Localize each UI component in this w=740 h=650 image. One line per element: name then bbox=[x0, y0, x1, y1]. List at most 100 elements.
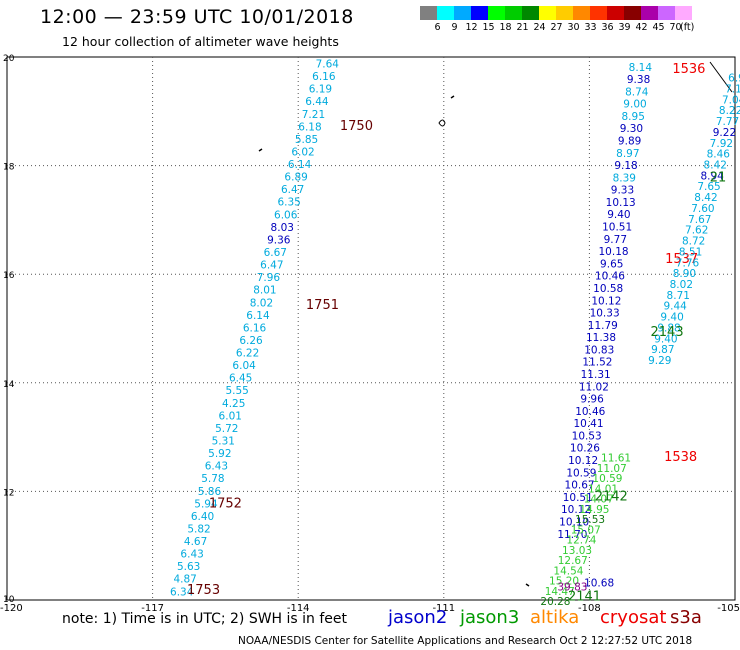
wave-height-label: 8.74 bbox=[625, 86, 649, 98]
satellite-jason2: jason2 bbox=[388, 607, 448, 628]
legend-swatch bbox=[590, 6, 607, 20]
wave-height-label: 20.28 bbox=[540, 596, 570, 608]
legend-label: 42 bbox=[635, 22, 648, 33]
time-label: 1752 bbox=[209, 496, 242, 511]
wave-height-label: 9.30 bbox=[620, 123, 643, 135]
y-tick-label: 20 bbox=[3, 54, 15, 64]
wave-height-label: 11.02 bbox=[579, 381, 609, 393]
satellite-jason3: jason3 bbox=[460, 607, 520, 628]
time-label: 1538 bbox=[664, 450, 697, 465]
wave-height-label: 7.62 bbox=[685, 225, 708, 237]
wave-height-label: 6.67 bbox=[264, 247, 287, 259]
wave-height-label: 5.78 bbox=[201, 473, 224, 485]
island-shape bbox=[258, 148, 263, 152]
wave-height-label: 10.12 bbox=[561, 504, 591, 516]
wave-height-label: 9.96 bbox=[580, 394, 604, 406]
wave-height-label: 14.07 bbox=[584, 494, 614, 506]
wave-height-label: 6.47 bbox=[281, 184, 304, 196]
wave-height-label: 6.18 bbox=[298, 121, 321, 133]
legend-swatch bbox=[454, 6, 471, 20]
wave-height-label: 10.46 bbox=[595, 271, 625, 283]
wave-height-label: 9.77 bbox=[604, 234, 627, 246]
map-frame bbox=[6, 56, 736, 601]
legend-label: 45 bbox=[652, 22, 665, 33]
wave-height-label: 6.91 bbox=[728, 73, 740, 85]
y-tick-label: 18 bbox=[3, 163, 15, 173]
legend-swatch bbox=[607, 6, 624, 20]
time-label: 1750 bbox=[340, 119, 373, 134]
legend-label: 33 bbox=[584, 22, 597, 33]
wave-height-label: 5.92 bbox=[208, 448, 231, 460]
wave-height-label: 8.42 bbox=[694, 192, 717, 204]
wave-height-label: 6.44 bbox=[305, 96, 329, 108]
wave-height-label: 5.63 bbox=[177, 561, 200, 573]
wave-height-label: 4.25 bbox=[222, 398, 245, 410]
legend-swatch bbox=[641, 6, 658, 20]
island-shape bbox=[450, 95, 455, 99]
wave-height-label: 15.07 bbox=[571, 524, 601, 536]
wave-height-label: 5.94 bbox=[194, 498, 218, 510]
legend-label: 24 bbox=[533, 22, 546, 33]
wave-height-label: 7.04 bbox=[722, 94, 740, 106]
wave-height-label: 7.60 bbox=[691, 203, 714, 215]
wave-height-label: 6.22 bbox=[236, 348, 259, 360]
wave-height-label: 10.12 bbox=[591, 295, 621, 307]
legend-label: 9 bbox=[451, 22, 458, 33]
legend-swatch bbox=[522, 6, 539, 20]
wave-height-label: 10.33 bbox=[590, 308, 620, 320]
legend-swatch bbox=[658, 6, 675, 20]
wave-height-label: 8.94 bbox=[700, 170, 724, 182]
track-pointer bbox=[709, 61, 733, 93]
time-label: 1536 bbox=[672, 62, 705, 77]
wave-height-label: 5.31 bbox=[212, 436, 235, 448]
legend-swatch bbox=[624, 6, 641, 20]
wave-height-label: 9.40 bbox=[654, 333, 677, 345]
wave-height-label: 6.02 bbox=[291, 146, 314, 158]
legend-swatch bbox=[505, 6, 522, 20]
wave-height-label: 6.26 bbox=[239, 335, 263, 347]
wave-height-label: 8.39 bbox=[613, 172, 636, 184]
wave-height-label: 9.44 bbox=[663, 301, 687, 313]
wave-height-label: 9.88 bbox=[657, 322, 680, 334]
wave-height-label: 10.12 bbox=[568, 455, 598, 467]
x-tick-label: -108 bbox=[578, 603, 601, 614]
wave-height-label: 8.97 bbox=[616, 148, 639, 160]
satellite-s3a: s3a bbox=[670, 607, 702, 628]
wave-height-label: 6.45 bbox=[229, 373, 252, 385]
legend-label: 39 bbox=[618, 22, 631, 33]
legend-label: 30 bbox=[567, 22, 580, 33]
wave-height-label: 10.58 bbox=[593, 283, 623, 295]
wave-height-label: 7.92 bbox=[710, 138, 733, 150]
wave-height-label: 5.86 bbox=[198, 486, 222, 498]
legend-label: 18 bbox=[499, 22, 512, 33]
wave-height-label: 8.14 bbox=[629, 62, 653, 74]
wave-height-label: 11.38 bbox=[586, 332, 616, 344]
wave-height-label: 7.67 bbox=[688, 214, 711, 226]
wave-height-label: 10.51 bbox=[602, 222, 632, 234]
legend-swatch bbox=[488, 6, 505, 20]
wave-height-label: 9.00 bbox=[623, 99, 646, 111]
wave-height-label: 9.89 bbox=[618, 136, 641, 148]
legend-swatch bbox=[573, 6, 590, 20]
wave-height-label: 6.01 bbox=[219, 410, 242, 422]
wave-height-label: 6.43 bbox=[180, 549, 203, 561]
wave-height-label: 6.43 bbox=[205, 461, 228, 473]
wave-height-label: 9.29 bbox=[648, 355, 671, 367]
wave-height-label: 10.41 bbox=[573, 418, 603, 430]
wave-height-label: 8.46 bbox=[707, 149, 731, 161]
x-tick-label: -111 bbox=[432, 603, 455, 614]
legend-label: 21 bbox=[516, 22, 529, 33]
wave-height-label: 5.82 bbox=[187, 523, 210, 535]
wave-height-label: 6.34 bbox=[170, 586, 194, 598]
wave-height-label: 11.07 bbox=[597, 463, 627, 475]
wave-height-label: 8.72 bbox=[682, 236, 705, 248]
wave-height-label: 9.22 bbox=[713, 127, 736, 139]
wave-height-label: 10.46 bbox=[575, 406, 605, 418]
wave-height-label: 6.35 bbox=[277, 197, 300, 209]
wave-height-label: 9.40 bbox=[607, 209, 630, 221]
x-tick-label: -105 bbox=[717, 603, 740, 614]
wave-height-label: 7.96 bbox=[257, 272, 281, 284]
legend-swatch bbox=[437, 6, 454, 20]
wave-height-label: 8.22 bbox=[719, 105, 740, 117]
